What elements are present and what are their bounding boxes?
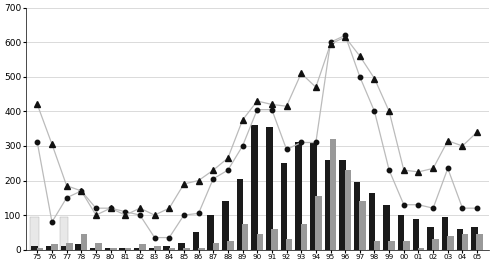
Bar [286,239,292,250]
Bar [193,232,199,250]
Bar [36,248,43,250]
Bar [339,160,346,250]
Bar [183,248,190,250]
Bar [51,244,58,250]
Bar [178,243,184,250]
Bar [163,246,170,250]
Bar [60,217,69,250]
Bar [134,248,141,250]
Bar [432,239,439,250]
Bar [30,217,39,250]
Bar [212,243,219,250]
Bar [149,248,155,250]
Bar [81,234,87,250]
Bar [222,201,229,250]
Bar [413,219,419,250]
Bar [119,248,126,250]
Bar [281,163,287,250]
Bar [169,248,175,250]
Bar [95,243,102,250]
Bar [125,248,131,250]
Bar [388,241,395,250]
Bar [369,193,375,250]
Bar [330,139,336,250]
Bar [374,241,381,250]
Bar [251,125,258,250]
Bar [398,215,404,250]
Bar [354,182,360,250]
Bar [32,246,38,250]
Bar [266,127,273,250]
Bar [90,248,97,250]
Bar [324,160,331,250]
Bar [359,201,366,250]
Bar [418,248,424,250]
Bar [154,246,161,250]
Bar [295,143,302,250]
Bar [207,215,214,250]
Bar [227,241,234,250]
Bar [462,234,468,250]
Bar [403,241,410,250]
Bar [110,248,116,250]
Bar [256,234,263,250]
Bar [105,248,111,250]
Bar [271,229,278,250]
Bar [310,143,317,250]
Bar [383,205,390,250]
Bar [237,179,243,250]
Bar [345,170,351,250]
Bar [476,234,483,250]
Bar [471,227,478,250]
Bar [442,217,449,250]
Bar [457,229,463,250]
Bar [139,244,146,250]
Bar [66,243,72,250]
Bar [242,224,248,250]
Bar [447,236,454,250]
Bar [198,248,205,250]
Bar [427,227,434,250]
Bar [61,246,67,250]
Bar [315,196,322,250]
Bar [75,244,82,250]
Bar [46,246,53,250]
Bar [301,224,307,250]
